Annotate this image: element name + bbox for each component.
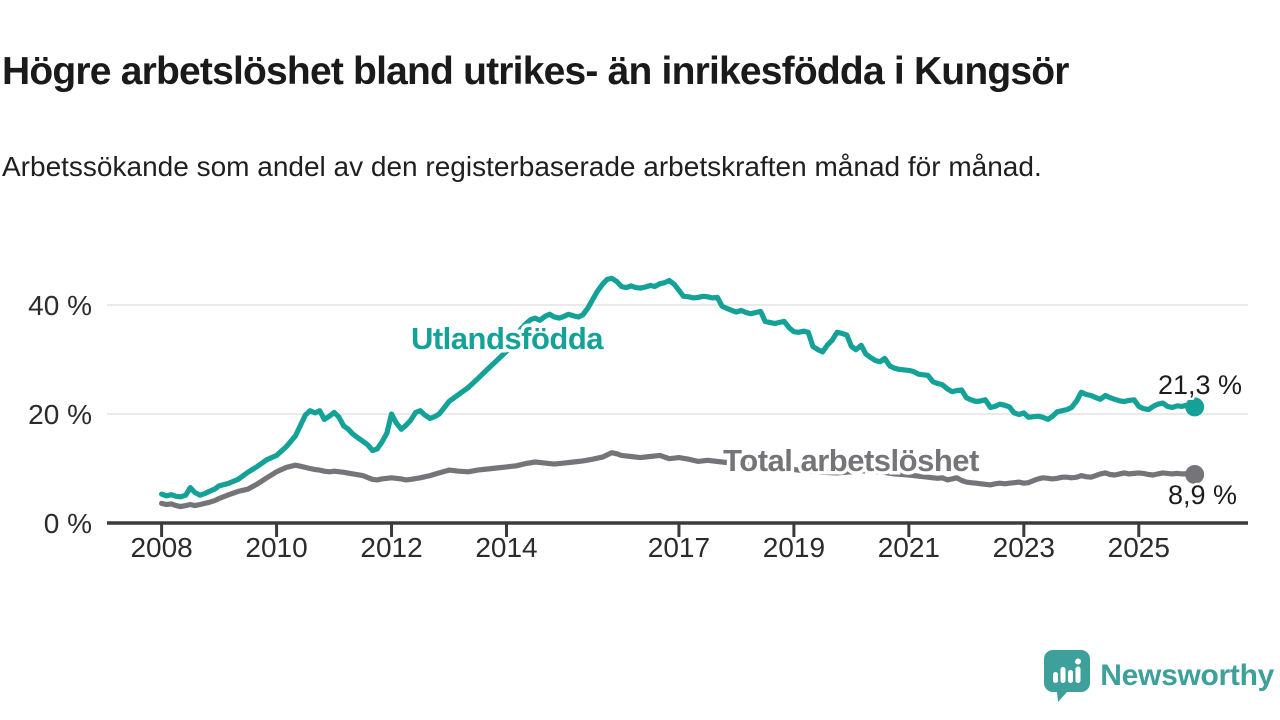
x-tick-label: 2021 [878, 532, 940, 563]
x-tick-label: 2023 [993, 532, 1055, 563]
newsworthy-logo-icon [1044, 650, 1091, 702]
x-tick-label: 2008 [130, 532, 192, 563]
logo-bubble [1044, 650, 1091, 702]
series-end-dot [1185, 464, 1205, 484]
x-tick-label: 2010 [245, 532, 307, 563]
logo-exclamation-bar [1075, 666, 1081, 683]
series-end-value-label: 8,9 % [1168, 480, 1237, 510]
x-tick-label: 2017 [648, 532, 710, 563]
series-end-value-label: 21,3 % [1158, 370, 1242, 400]
series-label-total: Total arbetslöshet [723, 443, 979, 478]
brand-footer: Newsworthy [1044, 650, 1274, 702]
x-tick-label: 2025 [1108, 532, 1170, 563]
page-title: Högre arbetslöshet bland utrikes- än inr… [2, 50, 1069, 94]
logo-exclamation-dot [1075, 658, 1082, 665]
series-line-total [159, 450, 1195, 510]
series-end-dot [1185, 397, 1205, 417]
x-tick-label: 2019 [763, 532, 825, 563]
x-tick-label: 2012 [360, 532, 422, 563]
chart-subtitle: Arbetssökande som andel av den registerb… [2, 151, 1042, 182]
logo-bar-3 [1068, 670, 1074, 683]
x-tick-label: 2014 [475, 532, 537, 563]
y-tick-label: 20 % [28, 399, 92, 430]
brand-name: Newsworthy [1100, 659, 1274, 692]
logo-bar-1 [1053, 672, 1059, 683]
y-tick-label: 0 % [44, 508, 92, 539]
logo-bar-2 [1060, 667, 1066, 683]
series-label-utlandsfodda: Utlandsfödda [411, 321, 604, 356]
series-line-utlandsfodda [159, 275, 1195, 500]
y-tick-label: 40 % [28, 290, 92, 321]
